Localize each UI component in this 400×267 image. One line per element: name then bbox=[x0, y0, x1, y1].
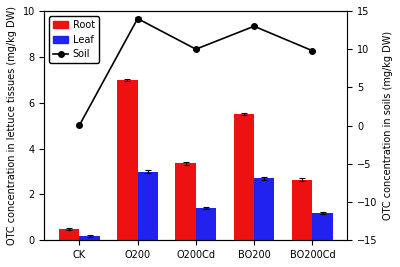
Bar bbox=[80, 236, 100, 240]
Y-axis label: OTC concentration in soils (mg/kg DW): OTC concentration in soils (mg/kg DW) bbox=[383, 31, 393, 220]
Bar bbox=[138, 171, 158, 240]
Bar bbox=[196, 208, 216, 240]
Bar bbox=[234, 114, 254, 240]
Bar bbox=[292, 179, 312, 240]
Bar bbox=[117, 80, 138, 240]
Bar bbox=[254, 178, 274, 240]
Bar bbox=[59, 229, 80, 240]
Legend: Root, Leaf, Soil: Root, Leaf, Soil bbox=[49, 16, 99, 63]
Bar bbox=[312, 213, 333, 240]
Y-axis label: OTC concentration in lettuce tissues (mg/kg DW): OTC concentration in lettuce tissues (mg… bbox=[7, 6, 17, 245]
Bar bbox=[176, 163, 196, 240]
